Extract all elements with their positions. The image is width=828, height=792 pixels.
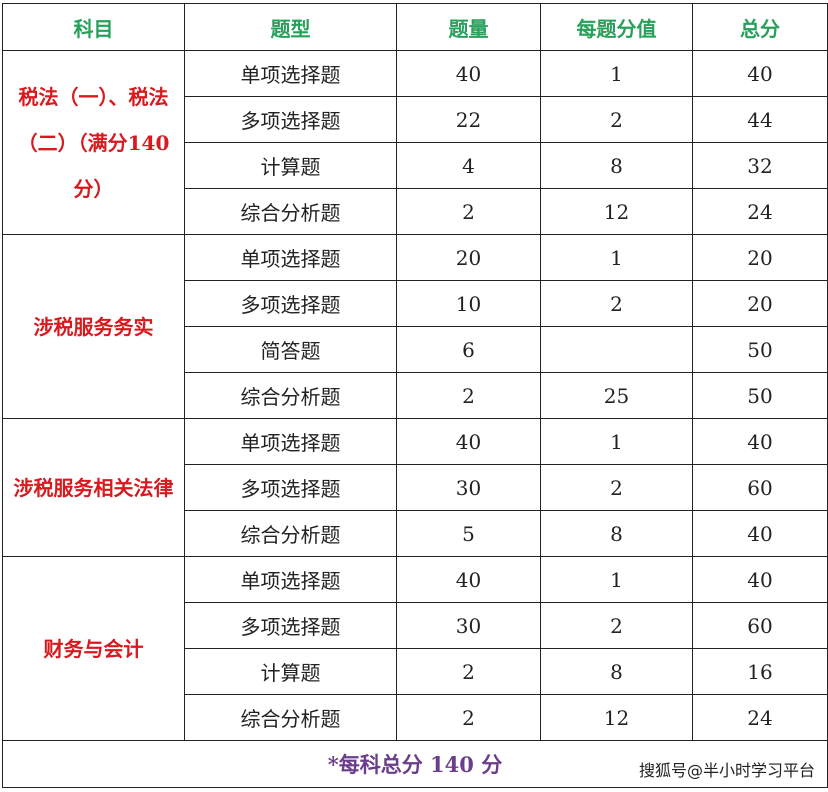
table-row: 简答题 6 50 [3,326,828,373]
subject-cell: 财务与会计 [2,556,185,741]
question-type-cell: 多项选择题 [184,602,397,649]
question-type-cell: 单项选择题 [184,556,397,603]
points-each-cell: 8 [540,142,693,189]
total-points-cell: 50 [692,372,828,419]
total-points-cell: 60 [692,602,828,649]
points-each-cell: 1 [540,50,693,97]
header-points-each: 每题分值 [540,3,693,51]
question-count-cell: 30 [396,602,541,649]
question-count-cell: 20 [396,234,541,281]
question-count-cell: 6 [396,326,541,373]
total-points-cell: 40 [692,510,828,557]
total-points-cell: 20 [692,280,828,327]
total-points-cell: 24 [692,188,828,235]
table-row: 计算题 2 8 16 [3,648,828,695]
header-total: 总分 [692,3,828,51]
question-count-cell: 40 [396,418,541,465]
question-type-cell: 多项选择题 [184,464,397,511]
exam-score-table: 科目 题型 题量 每题分值 总分 税法（一）、税法（二）（满分140分） 单项选择… [2,3,828,788]
question-count-cell: 2 [396,188,541,235]
points-each-cell: 2 [540,280,693,327]
total-points-cell: 44 [692,96,828,143]
header-count: 题量 [396,3,541,51]
total-points-cell: 50 [692,326,828,373]
points-each-cell: 1 [540,418,693,465]
points-each-cell: 8 [540,648,693,695]
header-subject: 科目 [2,3,185,51]
total-points-cell: 40 [692,556,828,603]
table-row: 多项选择题 30 2 60 [3,464,828,511]
footer-note: *每科总分 140 分 [327,752,503,777]
header-row: 科目 题型 题量 每题分值 总分 [2,3,828,51]
question-type-cell: 单项选择题 [184,50,397,97]
total-points-cell: 16 [692,648,828,695]
question-type-cell: 综合分析题 [184,694,397,741]
question-count-cell: 4 [396,142,541,189]
points-each-cell: 1 [540,556,693,603]
points-each-cell: 1 [540,234,693,281]
question-count-cell: 22 [396,96,541,143]
table-row: 综合分析题 2 12 24 [3,694,828,741]
table-row: 涉税服务相关法律 单项选择题 40 1 40 [2,418,828,557]
question-count-cell: 2 [396,372,541,419]
total-points-cell: 20 [692,234,828,281]
question-type-cell: 计算题 [184,142,397,189]
question-type-cell: 综合分析题 [184,510,397,557]
question-count-cell: 2 [396,648,541,695]
question-count-cell: 5 [396,510,541,557]
points-each-cell: 12 [540,188,693,235]
points-each-cell: 25 [540,372,693,419]
points-each-cell [540,326,693,373]
question-count-cell: 2 [396,694,541,741]
points-each-cell: 8 [540,510,693,557]
table-row: 综合分析题 2 12 24 [3,188,828,235]
watermark: 搜狐号@半小时学习平台 [638,761,815,780]
table-row: 多项选择题 30 2 60 [3,602,828,649]
table-row: 财务与会计 单项选择题 40 1 40 [2,556,828,741]
table-row: 涉税服务务实 单项选择题 20 1 20 [2,234,828,419]
table-row: 综合分析题 5 8 40 [3,510,828,557]
subject-cell: 涉税服务相关法律 [2,418,185,557]
table-row: 综合分析题 2 25 50 [3,372,828,419]
question-type-cell: 多项选择题 [184,96,397,143]
subject-cell: 税法（一）、税法（二）（满分140分） [2,50,185,235]
question-count-cell: 40 [396,50,541,97]
points-each-cell: 12 [540,694,693,741]
question-type-cell: 单项选择题 [184,234,397,281]
total-points-cell: 60 [692,464,828,511]
total-points-cell: 32 [692,142,828,189]
question-count-cell: 40 [396,556,541,603]
question-type-cell: 多项选择题 [184,280,397,327]
question-type-cell: 计算题 [184,648,397,695]
header-type: 题型 [184,3,397,51]
points-each-cell: 2 [540,602,693,649]
question-count-cell: 30 [396,464,541,511]
question-type-cell: 综合分析题 [184,188,397,235]
question-type-cell: 综合分析题 [184,372,397,419]
total-points-cell: 40 [692,50,828,97]
footer-row: *每科总分 140 分 搜狐号@半小时学习平台 [2,740,828,788]
question-type-cell: 单项选择题 [184,418,397,465]
total-points-cell: 24 [692,694,828,741]
points-each-cell: 2 [540,464,693,511]
table-row: 税法（一）、税法（二）（满分140分） 单项选择题 40 1 40 [2,50,828,235]
table-row: 多项选择题 22 2 44 [3,96,828,143]
points-each-cell: 2 [540,96,693,143]
question-count-cell: 10 [396,280,541,327]
question-type-cell: 简答题 [184,326,397,373]
total-points-cell: 40 [692,418,828,465]
subject-cell: 涉税服务务实 [2,234,185,419]
